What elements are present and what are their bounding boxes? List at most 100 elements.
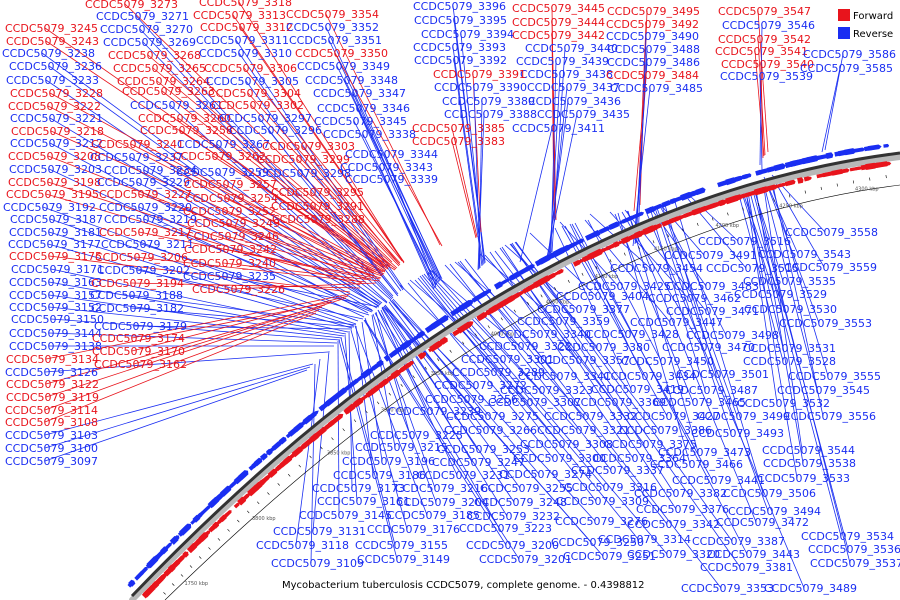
legend-reverse-swatch <box>838 27 850 39</box>
gene-label: CCDC5079_3541 <box>715 45 808 58</box>
reverse-gene-feature <box>278 436 287 445</box>
gene-label: CCDC5079_3264 <box>117 75 210 88</box>
gene-label: CCDC5079_3534 <box>801 530 894 543</box>
leader-line <box>48 332 338 344</box>
gene-label: CCDC5079_3182 <box>91 302 184 315</box>
leader-line <box>312 350 330 532</box>
leader-line <box>772 177 825 268</box>
leader-line <box>222 262 381 282</box>
gene-label: CCDC5079_3109 <box>271 557 364 570</box>
leader-line <box>44 27 386 267</box>
reverse-gene-feature <box>180 523 192 534</box>
leader-line <box>374 312 500 529</box>
forward-gene-feature <box>615 240 623 246</box>
gene-label: CCDC5079_3332 <box>544 410 637 423</box>
leader-line <box>384 153 437 288</box>
leader-line <box>177 117 387 271</box>
gene-label: CCDC5079_3181 <box>9 226 102 239</box>
gene-label: CCDC5079_3157 <box>9 289 102 302</box>
gene-label: CCDC5079_3357 <box>537 354 630 367</box>
gene-label: CCDC5079_3435 <box>537 108 630 121</box>
gene-label: CCDC5079_3585 <box>800 62 893 75</box>
forward-gene-feature <box>797 177 804 184</box>
leader-line <box>225 235 382 279</box>
gene-label: CCDC5079_3394 <box>421 28 514 41</box>
leader-line <box>372 313 436 489</box>
leader-line <box>350 329 408 530</box>
gene-label: CCDC5079_3354 <box>286 8 379 21</box>
gene-label: CCDC5079_3118 <box>256 539 349 552</box>
leader-line <box>337 340 340 516</box>
leader-line <box>659 205 727 336</box>
gene-label: CCDC5079_3309 <box>556 495 649 508</box>
leader-line <box>407 282 554 459</box>
gene-label: CCDC5079_3346 <box>317 102 410 115</box>
scale-tick <box>836 183 838 187</box>
gene-label: CCDC5079_3427 <box>627 410 720 423</box>
leader-line <box>584 219 671 323</box>
gene-label: CCDC5079_3100 <box>5 442 98 455</box>
scale-tick <box>554 287 557 291</box>
gene-label: CCDC5079_3276 <box>555 515 648 528</box>
gene-label: CCDC5079_3375 <box>604 438 697 451</box>
gene-label: CCDC5079_3395 <box>414 14 507 27</box>
reverse-gene-feature <box>680 191 693 201</box>
leader-line <box>216 143 392 301</box>
gene-label: CCDC5079_3201 <box>479 553 572 566</box>
gene-label: CCDC5079_3419 <box>591 383 684 396</box>
gene-label: CCDC5079_3516 <box>698 235 791 248</box>
gene-label: CCDC5079_3487 <box>665 384 758 397</box>
reverse-gene-feature <box>161 542 173 553</box>
gene-label: CCDC5079_3218 <box>11 125 104 138</box>
reverse-gene-feature <box>661 200 672 208</box>
scale-tick <box>267 492 270 495</box>
genome-backbone <box>130 151 900 598</box>
gene-label: CCDC5079_3388 <box>444 108 537 121</box>
gene-label: CCDC5079_3097 <box>5 455 98 468</box>
scale-tick <box>623 252 626 256</box>
scale-tick <box>513 309 516 313</box>
gene-label: CCDC5079_3216 <box>395 482 488 495</box>
forward-gene-feature <box>804 176 812 181</box>
gene-label: CCDC5079_3145 <box>299 509 392 522</box>
reverse-gene-feature <box>499 278 510 286</box>
gene-label: CCDC5079_3212 <box>10 137 103 150</box>
leader-line <box>551 47 566 253</box>
gene-label: CCDC5079_3194 <box>91 277 184 290</box>
leader-line <box>352 92 440 283</box>
leader-line <box>464 258 722 589</box>
leader-line <box>239 26 405 264</box>
leader-line <box>232 14 405 263</box>
gene-label: CCDC5079_3465 <box>653 396 746 409</box>
leader-line <box>295 358 321 546</box>
scale-tick <box>412 375 415 379</box>
leader-line <box>356 107 439 284</box>
gene-label: CCDC5079_3221 <box>10 112 103 125</box>
scale-tick <box>804 190 806 194</box>
leader-line <box>129 156 382 305</box>
gene-label: CCDC5079_3239 <box>388 405 481 418</box>
leader-line <box>614 213 694 403</box>
gene-label: CCDC5079_3202 <box>97 264 190 277</box>
gene-label: CCDC5079_3305 <box>206 75 299 88</box>
scale-tick <box>852 180 854 184</box>
reverse-gene-feature <box>253 457 263 467</box>
forward-gene-feature <box>581 255 591 263</box>
gene-label: CCDC5079_3351 <box>289 34 382 47</box>
gene-label: CCDC5079_3544 <box>762 444 855 457</box>
gene-label: CCDC5079_3381 <box>700 561 793 574</box>
gene-label: CCDC5079_3192 <box>3 201 96 214</box>
gene-label: CCDC5079_3382 <box>634 487 727 500</box>
gene-label: CCDC5079_3229 <box>97 176 190 189</box>
gene-label: CCDC5079_3444 <box>512 16 605 29</box>
scale-tick <box>638 246 640 250</box>
forward-gene-feature <box>233 502 240 509</box>
gene-label: CCDC5079_3323 <box>500 384 593 397</box>
leader-line <box>745 190 778 404</box>
leader-line <box>156 80 390 268</box>
gene-label: CCDC5079_3359 <box>517 315 610 328</box>
leader-line <box>821 67 841 153</box>
gene-label: CCDC5079_3271 <box>96 10 189 23</box>
tick-ring <box>164 184 900 600</box>
gene-label: CCDC5079_3222 <box>8 100 101 113</box>
